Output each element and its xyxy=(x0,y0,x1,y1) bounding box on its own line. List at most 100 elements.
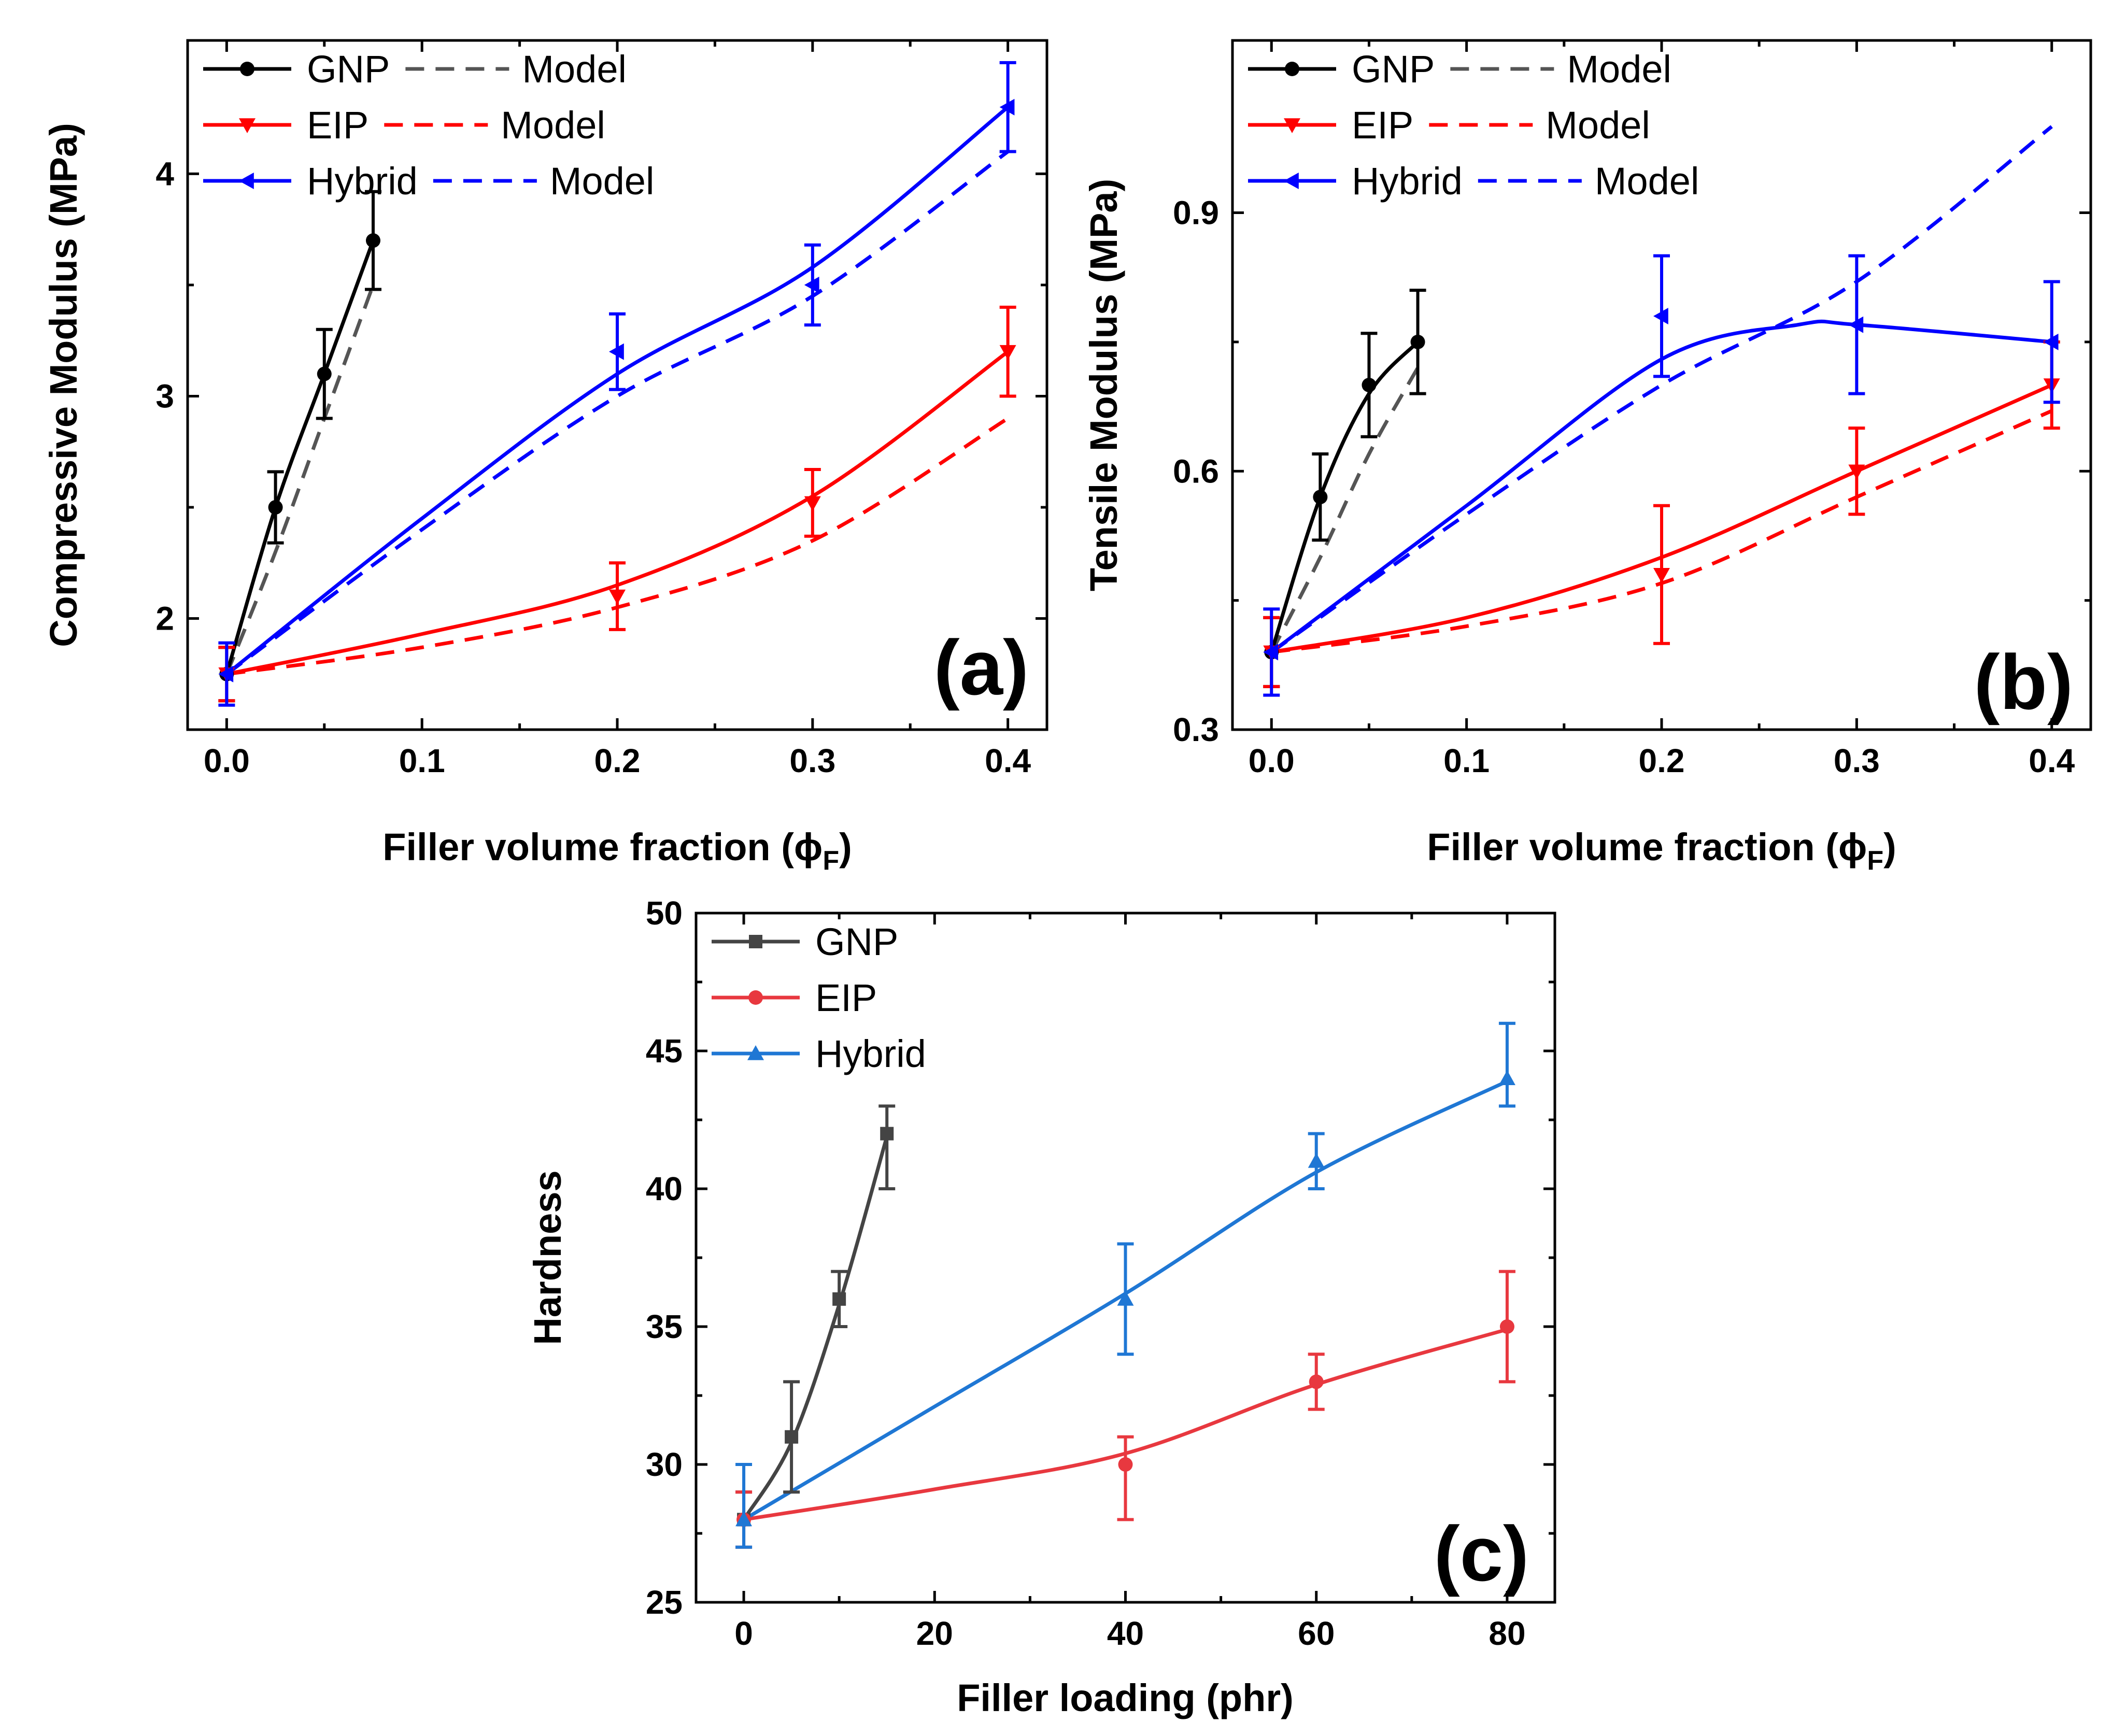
data-point-hybrid xyxy=(735,1511,753,1527)
data-point-hybrid xyxy=(609,343,624,360)
data-point-hybrid xyxy=(218,665,234,682)
y-axis-title: Hardness xyxy=(526,1170,569,1345)
x-axis-title-sub: F xyxy=(823,846,839,876)
legend-label-gnp: GNP xyxy=(815,920,898,963)
x-tick-label: 0.2 xyxy=(1639,742,1685,779)
data-point-hybrid xyxy=(1498,1070,1515,1085)
data-point-eip xyxy=(1848,464,1865,480)
y-tick-label: 4 xyxy=(155,155,174,192)
legend-marker-hybrid xyxy=(747,1045,764,1060)
legend-model-label-hybrid: Model xyxy=(550,160,655,203)
marks xyxy=(735,1021,1515,1549)
y-tick-label: 35 xyxy=(646,1308,683,1345)
data-point-eip xyxy=(1118,1457,1133,1472)
legend-label-gnp: GNP xyxy=(307,48,390,91)
data-point-gnp xyxy=(785,1430,799,1444)
x-tick-label: 20 xyxy=(916,1615,953,1652)
x-axis-title-main: Filler volume fraction (ϕ xyxy=(382,826,823,869)
y-tick-label: 25 xyxy=(646,1584,683,1621)
y-tick-label: 0.6 xyxy=(1173,452,1219,490)
fit-line-eip xyxy=(226,350,1009,676)
x-ticks: 0 20 40 60 80 xyxy=(734,913,1526,1652)
fit-line-hybrid xyxy=(1270,319,2052,654)
x-tick-label: 0.4 xyxy=(985,742,1031,779)
data-point-gnp xyxy=(832,1292,846,1306)
data-point-gnp xyxy=(1313,490,1328,505)
legend: GNP EIP Hybrid xyxy=(712,920,926,1075)
marks xyxy=(218,61,1016,707)
data-point-gnp xyxy=(880,1127,894,1141)
y-tick-label: 0.9 xyxy=(1173,194,1219,232)
y-tick-label: 3 xyxy=(155,377,174,415)
legend-marker-eip xyxy=(748,990,763,1005)
model-line-hybrid xyxy=(1270,125,2053,654)
x-tick-label: 0.0 xyxy=(204,742,250,779)
x-tick-label: 40 xyxy=(1107,1615,1144,1652)
data-point-hybrid xyxy=(1263,644,1279,661)
x-tick-label: 0.0 xyxy=(1249,742,1295,779)
data-point-gnp xyxy=(365,233,380,248)
panel-a: 0.0 0.1 0.2 0.3 0.4 2 3 4 Filler volume fracti… xyxy=(42,39,1048,876)
x-axis-title-close: ) xyxy=(839,826,852,869)
data-point-gnp xyxy=(317,366,332,381)
model-line-gnp xyxy=(225,284,375,675)
legend-label-eip: EIP xyxy=(1352,104,1413,147)
y-tick-label: 2 xyxy=(155,600,174,637)
legend-label-hybrid: Hybrid xyxy=(307,160,418,203)
x-axis-title: Filler volume fraction (ϕF) xyxy=(382,826,852,876)
data-point-eip xyxy=(804,496,821,511)
legend-model-label-eip: Model xyxy=(501,104,605,147)
x-ticks: 0.0 0.1 0.2 0.3 0.4 xyxy=(1249,40,2075,779)
x-axis-title-main: Filler volume fraction (ϕ xyxy=(1427,826,1867,869)
model-line-eip xyxy=(226,417,1009,676)
fit-line-gnp xyxy=(742,1135,889,1521)
legend-marker-gnp xyxy=(240,62,254,76)
data-point-gnp xyxy=(1362,378,1377,392)
legend: GNP Model EIP Model Hybrid Model xyxy=(1248,48,1699,203)
y-ticks: 0.3 0.6 0.9 xyxy=(1173,194,2091,748)
data-point-gnp xyxy=(268,500,283,515)
legend-marker-hybrid xyxy=(1284,173,1299,189)
legend-model-label-hybrid: Model xyxy=(1595,160,1699,203)
marks xyxy=(1263,125,2060,697)
legend-model-label-gnp: Model xyxy=(522,48,627,91)
data-point-hybrid xyxy=(1308,1152,1325,1168)
data-point-eip xyxy=(1309,1374,1324,1389)
legend-marker-eip xyxy=(1284,118,1300,133)
legend-label-hybrid: Hybrid xyxy=(815,1032,926,1075)
data-point-hybrid xyxy=(804,276,819,293)
legend-label-eip: EIP xyxy=(307,104,368,147)
x-tick-label: 0.3 xyxy=(789,742,835,779)
y-tick-label: 30 xyxy=(646,1446,683,1483)
data-point-hybrid xyxy=(2043,333,2059,350)
x-tick-label: 80 xyxy=(1489,1615,1525,1652)
data-point-hybrid xyxy=(1117,1290,1134,1306)
x-tick-label: 0 xyxy=(734,1615,753,1652)
legend-label-hybrid: Hybrid xyxy=(1352,160,1463,203)
legend-marker-gnp xyxy=(1285,62,1299,76)
y-tick-label: 45 xyxy=(646,1032,683,1070)
data-point-eip xyxy=(999,345,1016,360)
model-line-hybrid xyxy=(225,150,1009,676)
data-point-gnp xyxy=(1410,334,1425,349)
x-tick-label: 60 xyxy=(1298,1615,1335,1652)
x-tick-label: 0.1 xyxy=(399,742,445,779)
data-point-eip xyxy=(609,589,626,605)
x-tick-label: 0.1 xyxy=(1443,742,1490,779)
legend-label-eip: EIP xyxy=(815,976,877,1019)
panel-label: (c) xyxy=(1434,1510,1529,1597)
legend: GNP Model EIP Model Hybrid Model xyxy=(203,48,654,203)
data-point-eip xyxy=(1653,567,1670,583)
x-tick-label: 0.2 xyxy=(594,742,641,779)
fit-line-gnp xyxy=(225,239,375,675)
x-axis-title-close: ) xyxy=(1883,826,1896,869)
data-point-hybrid xyxy=(1848,316,1864,333)
data-point-hybrid xyxy=(1653,308,1668,324)
x-tick-label: 0.4 xyxy=(2029,742,2075,779)
legend-marker-hybrid xyxy=(239,173,254,189)
x-tick-label: 0.3 xyxy=(1834,742,1880,779)
y-tick-label: 40 xyxy=(646,1170,683,1207)
y-tick-label: 0.3 xyxy=(1173,711,1219,748)
y-ticks: 25 30 35 40 45 50 xyxy=(646,894,1555,1621)
